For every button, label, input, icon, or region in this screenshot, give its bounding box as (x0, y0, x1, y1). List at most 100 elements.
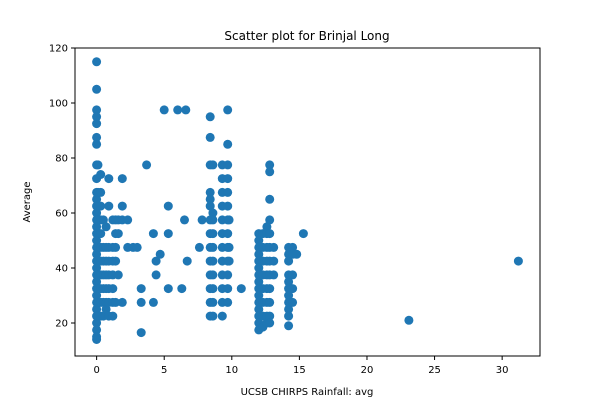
data-point (136, 328, 146, 338)
data-point (92, 208, 102, 218)
data-point (254, 277, 264, 287)
data-point (92, 291, 102, 300)
data-point (96, 187, 106, 197)
data-point (265, 229, 275, 239)
data-point (254, 236, 264, 245)
y-axis-label: Average (22, 181, 33, 222)
data-point (223, 297, 233, 307)
data-point (92, 57, 102, 67)
data-point (151, 256, 161, 266)
x-tick-label: 20 (361, 365, 374, 376)
x-tick-label: 10 (225, 365, 238, 376)
data-point (177, 284, 187, 294)
y-tick-label: 40 (55, 264, 68, 275)
data-point (96, 229, 106, 239)
data-point (108, 311, 118, 321)
data-point (148, 297, 158, 307)
data-point (208, 311, 218, 321)
data-point (108, 284, 118, 294)
x-tick-label: 15 (293, 365, 306, 376)
data-point (265, 318, 275, 328)
data-point (284, 321, 294, 331)
data-point (111, 242, 121, 252)
y-tick-label: 100 (49, 99, 68, 110)
data-point (92, 335, 102, 344)
data-point (163, 201, 173, 211)
data-point (254, 304, 264, 314)
data-point (254, 263, 264, 273)
data-point (208, 160, 218, 170)
data-point (117, 174, 127, 184)
data-point (288, 242, 298, 252)
y-tick-label: 20 (55, 319, 68, 330)
data-point (208, 256, 218, 266)
data-point (136, 297, 146, 307)
data-point (104, 201, 114, 211)
data-point (155, 249, 165, 259)
data-point (284, 256, 294, 266)
data-point (101, 222, 111, 232)
data-point (92, 277, 102, 287)
data-point (182, 256, 192, 266)
data-point (92, 132, 102, 142)
data-point (224, 215, 234, 225)
data-point (92, 304, 102, 314)
x-tick-label: 25 (428, 365, 441, 376)
data-point (404, 315, 414, 325)
data-point (159, 105, 169, 115)
data-point (123, 215, 133, 225)
data-point (208, 208, 218, 218)
data-point (101, 304, 111, 314)
data-point (180, 215, 189, 225)
data-point (223, 174, 233, 184)
data-point (208, 297, 218, 307)
x-tick-label: 0 (93, 365, 99, 376)
data-point (265, 167, 275, 177)
data-point (96, 201, 106, 211)
data-point (254, 249, 264, 259)
data-point (269, 270, 279, 280)
data-point (265, 215, 275, 225)
data-point (208, 215, 218, 225)
data-point (223, 105, 233, 115)
data-point (132, 242, 142, 252)
data-point (223, 270, 233, 280)
y-tick-label: 60 (55, 209, 68, 220)
data-point (205, 187, 215, 197)
data-point (205, 201, 215, 211)
data-point (254, 291, 264, 300)
data-point (111, 256, 121, 266)
data-point (223, 284, 233, 294)
data-point (236, 284, 246, 294)
data-point (92, 249, 102, 259)
data-point (151, 270, 161, 280)
data-point (223, 229, 233, 239)
data-point (298, 229, 308, 239)
data-point (208, 229, 218, 239)
x-tick-label: 30 (496, 365, 509, 376)
data-point (96, 170, 106, 179)
data-point (208, 270, 218, 280)
points-layer (92, 57, 523, 344)
data-point (181, 105, 191, 115)
data-point (197, 215, 207, 225)
data-point (142, 160, 152, 170)
data-point (173, 105, 183, 115)
data-point (163, 229, 173, 239)
data-point (163, 284, 173, 294)
data-point (284, 304, 294, 314)
data-point (269, 242, 279, 252)
data-point (205, 112, 215, 122)
data-point (93, 160, 103, 170)
plot-area-frame (74, 47, 541, 357)
data-point (92, 325, 102, 335)
data-point (92, 139, 102, 149)
data-point (92, 112, 102, 122)
data-point (224, 256, 234, 266)
data-point (208, 242, 218, 252)
data-point (223, 139, 233, 149)
data-point (113, 229, 123, 239)
data-point (208, 284, 218, 294)
